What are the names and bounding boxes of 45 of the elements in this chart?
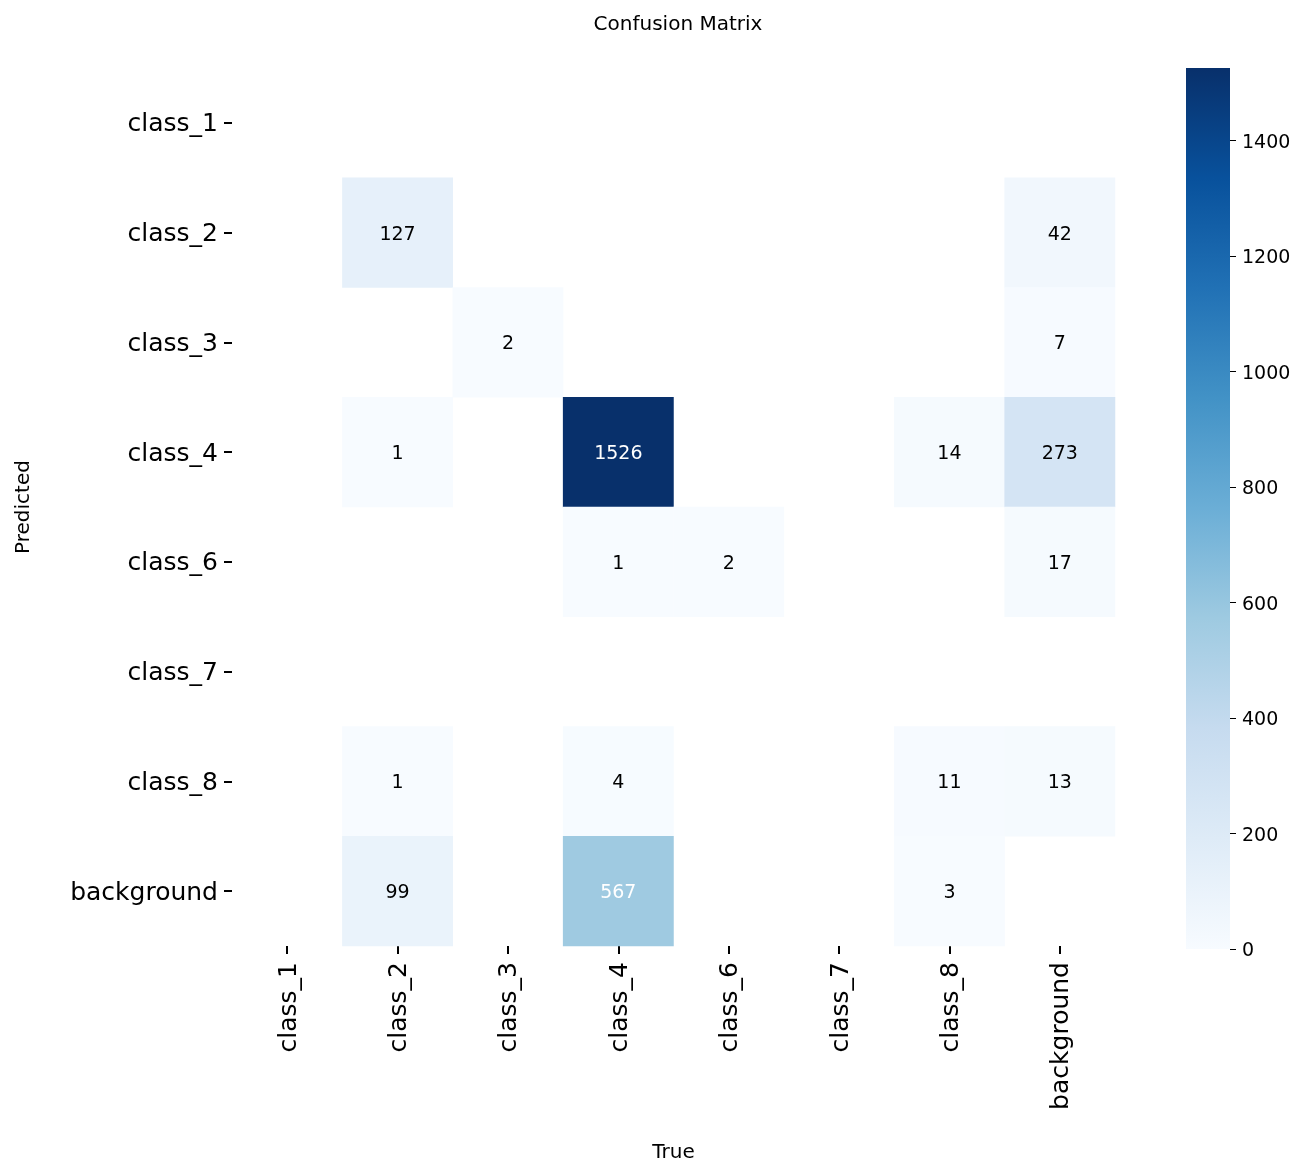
data-label: 17 (1047, 550, 1072, 573)
color-bar-label: 800 (1242, 476, 1279, 499)
data-label: 127 (379, 221, 416, 244)
data-label: 4 (612, 770, 625, 793)
y-tick-label: class_1 (127, 108, 218, 138)
data-label: 11 (937, 770, 962, 793)
color-bar-label: 1000 (1242, 360, 1291, 383)
x-tick-label: class_2 (383, 962, 413, 1053)
y-tick-label: class_6 (127, 547, 218, 577)
color-bar-label: 600 (1242, 591, 1279, 614)
data-label: 99 (385, 880, 410, 903)
y-tick-label: class_8 (127, 766, 218, 796)
y-tick-label: class_2 (127, 218, 218, 248)
x-tick-label: class_3 (493, 962, 523, 1053)
y-tick-label: class_7 (127, 657, 218, 687)
x-tick-label: class_8 (934, 962, 964, 1053)
data-label: 1 (391, 441, 404, 464)
x-tick-label: background (1045, 962, 1075, 1110)
color-bar-label: 400 (1242, 707, 1279, 730)
color-bar-label: 1400 (1242, 129, 1291, 152)
data-label: 1 (612, 550, 625, 573)
y-tick-label: class_4 (127, 437, 218, 467)
data-label: 3 (943, 880, 956, 903)
data-label: 14 (937, 441, 962, 464)
y-tick-label: class_3 (127, 327, 218, 357)
data-label: 1526 (594, 441, 643, 464)
data-label: 2 (722, 550, 735, 573)
data-label: 42 (1047, 221, 1072, 244)
chart-title: Confusion Matrix (593, 11, 763, 35)
data-label: 13 (1047, 770, 1072, 793)
x-tick-label: class_7 (824, 962, 854, 1053)
x-axis-title: True (651, 1139, 695, 1163)
data-label: 273 (1041, 441, 1078, 464)
data-label: 567 (600, 880, 637, 903)
y-axis-title: Predicted (10, 460, 34, 554)
data-label: 1 (391, 770, 404, 793)
color-bar-label: 1200 (1242, 245, 1291, 268)
color-bar-label: 0 (1242, 938, 1255, 960)
data-label: 2 (501, 331, 514, 354)
color-bar-label: 200 (1242, 822, 1279, 845)
y-tick-label: background (70, 876, 218, 906)
x-tick-label: class_6 (714, 962, 744, 1053)
x-tick-label: class_4 (603, 962, 633, 1053)
x-tick-label: class_1 (272, 962, 302, 1053)
data-label: 7 (1053, 331, 1066, 354)
